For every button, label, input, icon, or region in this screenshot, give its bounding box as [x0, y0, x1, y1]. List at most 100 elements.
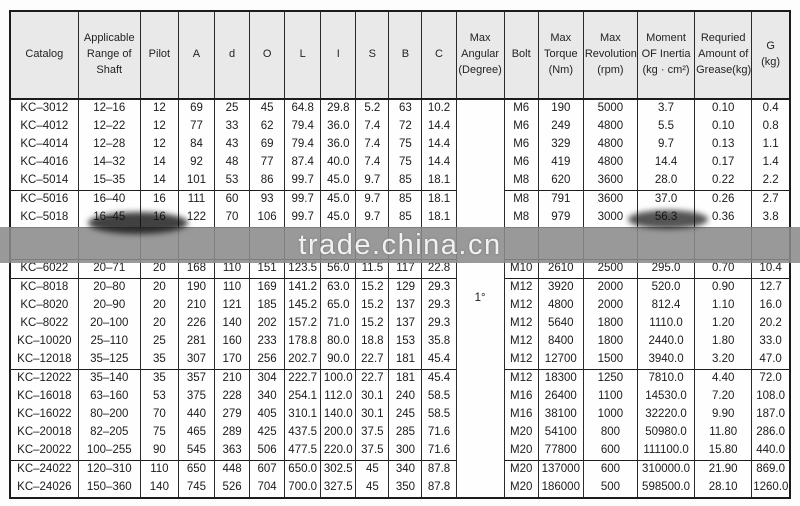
table-row: KC–8020 20–90 20 210 121 185 145.2 65.0 15.2 137 2…: [9, 297, 791, 315]
value-cell: 3000: [582, 209, 638, 228]
value-cell: 82–205: [77, 424, 141, 442]
value-cell: 3.7: [636, 99, 696, 118]
catalog-cell: KC–4012: [9, 118, 79, 136]
value-cell: 9.7: [355, 209, 390, 228]
value-cell: 70: [213, 209, 251, 228]
column-header: S: [355, 10, 390, 100]
value-cell: 419: [537, 154, 584, 172]
catalog-cell: KC–24022: [9, 460, 79, 479]
value-cell: 190: [537, 99, 584, 118]
value-cell: 87.8: [421, 460, 457, 479]
value-cell: [213, 227, 251, 260]
value-cell: 129: [388, 278, 423, 297]
value-cell: 50980.0: [636, 424, 696, 442]
value-cell: 256: [249, 351, 286, 370]
table-row: KC–3012 12–16 12 69 25 45 64.8 29.8 5.2 63 10.2 1° M…: [9, 99, 791, 498]
value-cell: 77800: [537, 442, 584, 461]
value-cell: 157.2: [284, 315, 322, 333]
value-cell: 141.2: [284, 278, 322, 297]
catalog-cell: KC–16022: [9, 406, 79, 424]
catalog-cell: KC–20018: [9, 424, 79, 442]
value-cell: 110: [213, 278, 251, 297]
column-header: Catalog: [9, 10, 79, 100]
value-cell: 0.4: [751, 99, 791, 118]
value-cell: 0.8: [751, 118, 791, 136]
value-cell: 600: [582, 460, 638, 479]
value-cell: M20: [503, 460, 539, 479]
value-cell: 170: [213, 351, 251, 370]
value-cell: 37.0: [636, 190, 696, 209]
catalog-cell: KC–8018: [9, 278, 79, 297]
value-cell: 35–125: [77, 351, 141, 370]
table-row: KC–24026 150–360 140 745 526 704 700.0 327.5 45 3…: [9, 479, 791, 498]
value-cell: 327.5: [320, 479, 357, 498]
value-cell: 520.0: [636, 278, 696, 297]
catalog-cell: KC–5016: [9, 190, 79, 209]
value-cell: 200.0: [320, 424, 357, 442]
value-cell: 20–80: [77, 278, 141, 297]
value-cell: 63: [388, 99, 423, 118]
table-row: KC–24022 120–310 110 650 448 607 650.0 302.5 45 3…: [9, 460, 791, 479]
value-cell: 110: [213, 259, 251, 279]
value-cell: 92: [177, 154, 216, 172]
value-cell: 14–32: [77, 154, 141, 172]
value-cell: 2000: [582, 278, 638, 297]
value-cell: 700.0: [284, 479, 322, 498]
value-cell: 295.0: [636, 259, 696, 279]
value-cell: 64.8: [284, 99, 322, 118]
table-body: KC–3012 12–16 12 69 25 45 64.8 29.8 5.2 63 10.2 1° M…: [9, 99, 791, 498]
value-cell: 69: [249, 136, 286, 154]
value-cell: 506: [249, 442, 286, 461]
catalog-cell: KC–3012: [9, 99, 79, 118]
value-cell: 812.4: [636, 297, 696, 315]
value-cell: 2440.0: [636, 333, 696, 351]
value-cell: 22.8: [421, 259, 457, 279]
column-header: A: [177, 10, 216, 100]
column-header: I: [320, 10, 357, 100]
value-cell: 4.40: [694, 369, 753, 388]
value-cell: M6: [503, 118, 539, 136]
value-cell: 70: [139, 406, 179, 424]
value-cell: M20: [503, 424, 539, 442]
value-cell: 979: [537, 209, 584, 228]
value-cell: 5000: [582, 99, 638, 118]
value-cell: 75: [388, 136, 423, 154]
table-row: KC–16018 63–160 53 375 228 340 254.1 112.0 30.1 2…: [9, 388, 791, 406]
value-cell: [177, 227, 216, 260]
value-cell: 45.4: [421, 369, 457, 388]
value-cell: 110: [139, 460, 179, 479]
table-row: KC–8022 20–100 20 226 140 202 157.2 71.0 15.2 137…: [9, 315, 791, 333]
column-header: Max Angular (Degree): [455, 10, 505, 100]
value-cell: 1.20: [694, 315, 753, 333]
column-header: L: [284, 10, 322, 100]
value-cell: 85: [388, 209, 423, 228]
value-cell: 545: [177, 442, 216, 461]
value-cell: 14.4: [421, 118, 457, 136]
catalog-cell: KC–8020: [9, 297, 79, 315]
value-cell: 20–90: [77, 297, 141, 315]
value-cell: 36.0: [320, 118, 357, 136]
value-cell: 18.1: [421, 172, 457, 191]
value-cell: 186000: [537, 479, 584, 498]
catalog-cell: KC–20022: [9, 442, 79, 461]
value-cell: 18.8: [355, 333, 390, 351]
value-cell: 58.5: [421, 406, 457, 424]
value-cell: 77: [249, 154, 286, 172]
value-cell: 43: [213, 136, 251, 154]
value-cell: 121: [213, 297, 251, 315]
value-cell: 11.5: [355, 259, 390, 279]
catalog-cell: KC–16018: [9, 388, 79, 406]
value-cell: 90: [139, 442, 179, 461]
value-cell: 56.0: [320, 259, 357, 279]
column-header: d: [213, 10, 251, 100]
value-cell: 3920: [537, 278, 584, 297]
value-cell: 22.7: [355, 369, 390, 388]
value-cell: 350: [388, 479, 423, 498]
value-cell: 9.7: [636, 136, 696, 154]
value-cell: 10.4: [751, 259, 791, 279]
value-cell: 1800: [582, 315, 638, 333]
value-cell: [388, 227, 423, 260]
value-cell: 7.20: [694, 388, 753, 406]
value-cell: 1000: [582, 406, 638, 424]
value-cell: 286.0: [751, 424, 791, 442]
